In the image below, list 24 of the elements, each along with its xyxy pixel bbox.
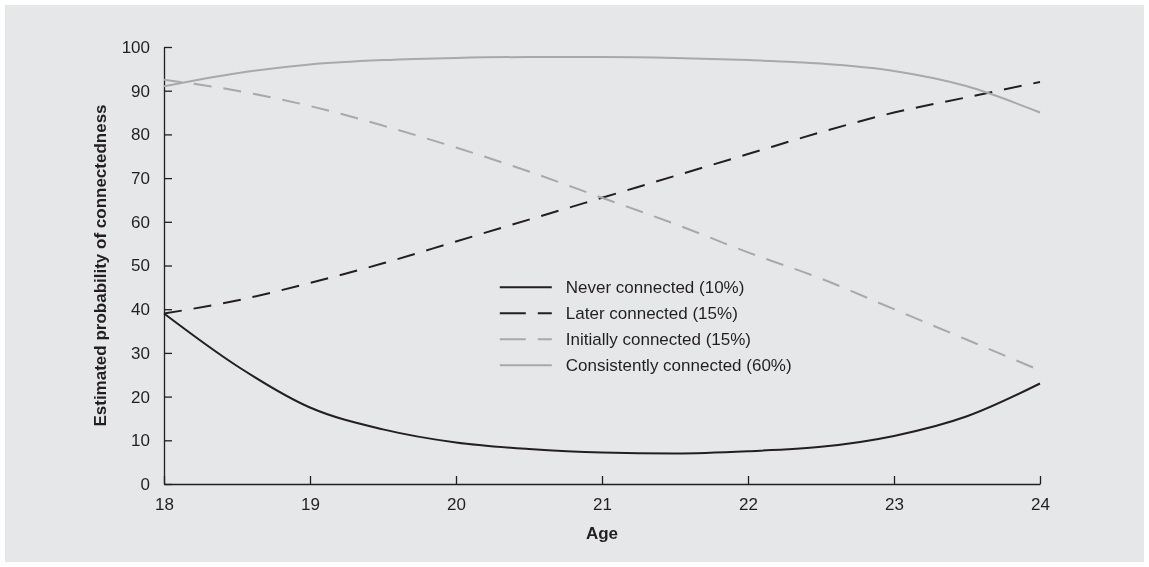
y-tick-label: 60 <box>131 212 150 232</box>
y-tick-label: 70 <box>131 169 150 189</box>
y-tick-label: 80 <box>131 125 150 145</box>
x-tick-label: 19 <box>301 495 320 515</box>
y-tick-label: 10 <box>131 431 150 451</box>
y-axis-title: Estimated probability of connectedness <box>91 104 110 427</box>
y-tick-label: 90 <box>131 81 150 101</box>
y-tick-label: 50 <box>131 256 150 276</box>
x-tick-label: 24 <box>1031 495 1050 515</box>
x-tick-label: 20 <box>447 495 466 515</box>
x-tick-label: 22 <box>739 495 758 515</box>
legend-label: Initially connected (15%) <box>565 330 752 350</box>
y-tick-label: 20 <box>131 387 150 407</box>
x-tick-label: 21 <box>593 495 612 515</box>
y-tick-label: 100 <box>121 37 150 57</box>
legend-label: Later connected (15%) <box>565 304 738 324</box>
legend-label: Never connected (10%) <box>565 278 745 298</box>
y-tick-label: 30 <box>131 343 150 363</box>
y-tick-label: 40 <box>131 300 150 320</box>
x-axis-title: Age <box>585 524 619 543</box>
y-tick-label: 0 <box>140 474 150 494</box>
legend-label: Consistently connected (60%) <box>565 356 792 376</box>
x-tick-label: 23 <box>885 495 904 515</box>
x-tick-label: 18 <box>155 495 174 515</box>
